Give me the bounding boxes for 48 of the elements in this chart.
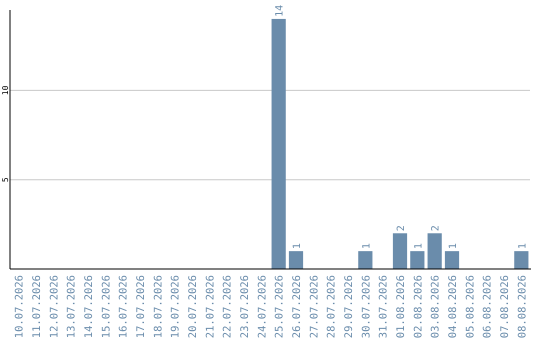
data-label: 1 <box>413 243 424 250</box>
x-tick-label: 20.07.2026 <box>187 275 199 338</box>
x-tick-label: 15.07.2026 <box>100 275 112 338</box>
x-tick-label: 26.07.2026 <box>291 275 303 338</box>
x-tick-label: 23.07.2026 <box>239 275 251 338</box>
bar <box>288 251 304 269</box>
x-tick-label: 28.07.2026 <box>326 275 338 338</box>
x-tick-label: 03.08.2026 <box>430 275 442 338</box>
x-tick-label: 01.08.2026 <box>395 275 407 338</box>
x-tick-label: 31.07.2026 <box>378 275 390 338</box>
x-tick-label: 18.07.2026 <box>152 275 164 338</box>
y-tick-label: 10 <box>1 85 10 96</box>
bar <box>358 251 372 269</box>
x-tick-label: 02.08.2026 <box>412 275 424 338</box>
data-label: 1 <box>517 243 528 250</box>
x-tick-label: 25.07.2026 <box>274 275 286 338</box>
x-tick-label: 06.08.2026 <box>482 275 494 338</box>
bar <box>410 251 424 269</box>
x-tick-label: 19.07.2026 <box>170 275 182 338</box>
y-tick-label: 5 <box>1 177 10 182</box>
x-tick-label: 17.07.2026 <box>135 275 147 338</box>
x-tick-label: 12.07.2026 <box>48 275 60 338</box>
bar <box>444 251 460 269</box>
bar <box>272 18 286 269</box>
x-tick-label: 30.07.2026 <box>360 275 372 338</box>
data-label: 2 <box>430 225 442 232</box>
x-tick-label: 29.07.2026 <box>343 275 355 338</box>
x-tick-label: 14.07.2026 <box>83 275 95 338</box>
x-tick-label: 24.07.2026 <box>256 275 268 338</box>
x-tick-label: 21.07.2026 <box>204 275 216 338</box>
x-tick-label: 10.07.2026 <box>14 275 26 338</box>
x-tick-label: 16.07.2026 <box>118 275 130 338</box>
data-label: 1 <box>292 243 303 250</box>
x-tick-label: 27.07.2026 <box>308 275 320 338</box>
bar <box>392 233 408 269</box>
x-tick-label: 11.07.2026 <box>31 275 43 338</box>
data-label: 1 <box>448 243 459 250</box>
data-label: 1 <box>361 243 372 250</box>
data-label: 2 <box>396 225 407 232</box>
x-tick-label: 05.08.2026 <box>464 275 476 338</box>
bar <box>514 251 528 269</box>
x-tick-label: 08.08.2026 <box>516 275 528 338</box>
x-tick-label: 13.07.2026 <box>66 275 78 338</box>
bar <box>428 233 442 269</box>
x-tick-label: 07.08.2026 <box>499 275 511 338</box>
data-label: 14 <box>274 4 286 17</box>
x-tick-label: 04.08.2026 <box>447 275 459 338</box>
x-tick-label: 22.07.2026 <box>222 275 234 338</box>
